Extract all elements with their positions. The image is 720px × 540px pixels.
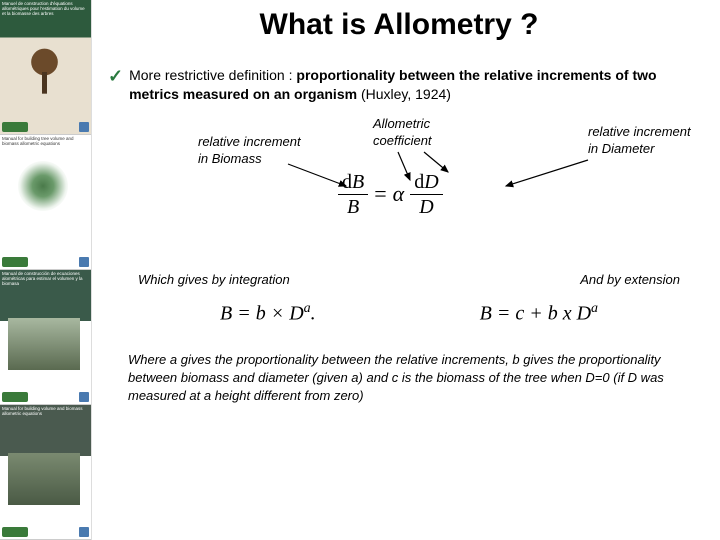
fao-icon xyxy=(79,122,89,132)
fao-icon xyxy=(79,527,89,537)
badge-icon xyxy=(2,257,28,267)
eq2-sup: a xyxy=(591,301,598,316)
eq-B1: B xyxy=(352,171,364,193)
badge-icon xyxy=(2,527,28,537)
thumb-1-title: Manuel de construction d'équations allom… xyxy=(2,2,89,17)
eq-d2: d xyxy=(414,171,424,193)
thumb-4: Manual for building volume and biomass a… xyxy=(0,405,91,540)
badge-icon xyxy=(2,122,28,132)
thumb-2-title: Manual for building tree volume and biom… xyxy=(2,137,89,147)
check-icon: ✓ xyxy=(108,66,123,88)
equation-diagram: relative increment in Biomass Allometric… xyxy=(108,124,710,264)
radial-tree-icon xyxy=(18,161,68,211)
def-suffix: (Huxley, 1924) xyxy=(361,86,451,102)
eq-B2: B xyxy=(347,196,359,218)
page-title: What is Allometry ? xyxy=(88,8,710,42)
eq1-dot: . xyxy=(311,302,316,324)
eq1-sup: a xyxy=(304,301,311,316)
thumb-4-title: Manual for building volume and biomass a… xyxy=(2,407,89,417)
eq-d1: d xyxy=(342,171,352,193)
definition-row: ✓ More restrictive definition : proporti… xyxy=(108,66,710,104)
thumb-3-title: Manual de construcción de ecuaciones alo… xyxy=(2,272,89,287)
thumb-3: Manual de construcción de ecuaciones alo… xyxy=(0,270,91,405)
definition-text: More restrictive definition : proportion… xyxy=(129,66,710,104)
sidebar-thumbnails: Manuel de construction d'équations allom… xyxy=(0,0,92,540)
extension-label: And by extension xyxy=(580,272,680,287)
forest-photo-icon xyxy=(8,453,80,505)
eq2-text: B = c + b x D xyxy=(480,302,591,324)
thumb-1: Manuel de construction d'équations allom… xyxy=(0,0,91,135)
sub-labels-row: Which gives by integration And by extens… xyxy=(138,272,680,287)
fao-icon xyxy=(79,392,89,402)
explanation-text: Where a gives the proportionality betwee… xyxy=(128,351,690,404)
fao-icon xyxy=(79,257,89,267)
tree-icon xyxy=(27,47,62,97)
eq-equals: = xyxy=(374,181,386,207)
integration-label: Which gives by integration xyxy=(138,272,290,287)
badge-icon xyxy=(2,392,28,402)
label-coefficient: Allometric coefficient xyxy=(373,116,473,150)
equation-2: B = c + b x Da xyxy=(480,301,598,326)
main-content: What is Allometry ? ✓ More restrictive d… xyxy=(92,0,720,540)
frac-dB-B: dB B xyxy=(338,172,368,217)
equation-1: B = b × Da. xyxy=(220,301,316,326)
label-biomass: relative increment in Biomass xyxy=(198,134,308,168)
thumb-2: Manual for building tree volume and biom… xyxy=(0,135,91,270)
def-prefix: More restrictive definition : xyxy=(129,67,296,83)
eq-D1: D xyxy=(424,171,438,193)
frac-dD-D: dD D xyxy=(410,172,442,217)
equations-row: B = b × Da. B = c + b x Da xyxy=(138,301,680,326)
label-diameter: relative increment in Diameter xyxy=(588,124,698,158)
main-equation: dB B = α dD D xyxy=(338,172,443,217)
eq1-text: B = b × D xyxy=(220,302,304,324)
forest-photo-icon xyxy=(8,318,80,370)
eq-D2: D xyxy=(419,196,433,218)
eq-alpha: α xyxy=(393,181,405,207)
